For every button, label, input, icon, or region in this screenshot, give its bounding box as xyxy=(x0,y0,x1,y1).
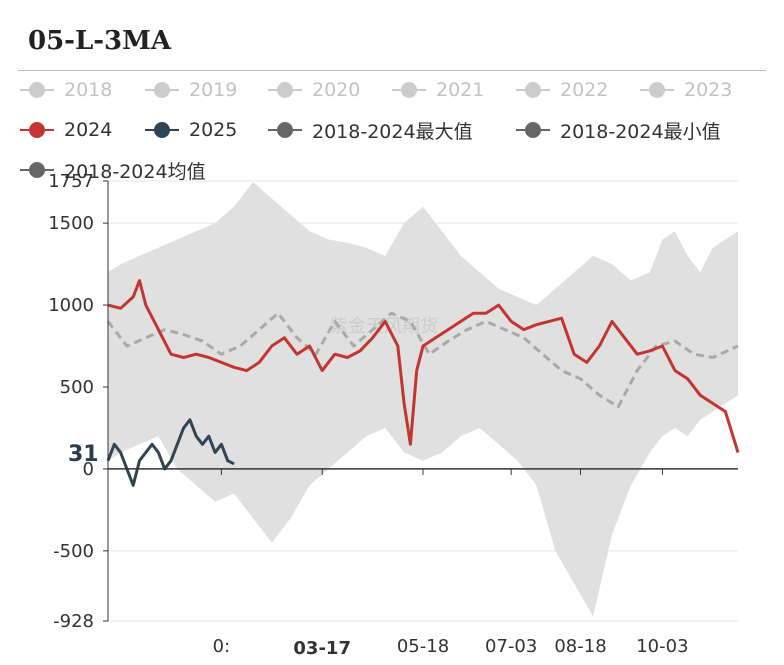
legend-item-2025[interactable]: 2025 xyxy=(143,118,237,142)
legend-item-2020[interactable]: 2020 xyxy=(266,78,360,102)
legend-item-avg[interactable]: 2018-2024均值 xyxy=(18,158,206,183)
series-average-line xyxy=(106,311,739,409)
watermark: 紫金天风期货 xyxy=(330,316,438,337)
legend-item-2023[interactable]: 2023 xyxy=(638,78,732,102)
legend-item-2019[interactable]: 2019 xyxy=(143,78,237,102)
x-tick-label-current: 03-17 xyxy=(293,638,351,659)
chart-title: 05-L-3MA xyxy=(28,26,172,56)
legend-item-2022[interactable]: 2022 xyxy=(514,78,608,102)
current-value-label: 31 xyxy=(68,442,99,467)
y-tick-label-5: 1500 xyxy=(48,213,94,234)
legend-item-max[interactable]: 2018-2024最大值 xyxy=(266,118,473,143)
series-lines xyxy=(106,279,740,487)
y-tick-label-4: 1000 xyxy=(48,295,94,316)
x-tick-label-4: 08-18 xyxy=(554,636,606,657)
y-tick-label-2: 0 xyxy=(83,459,94,480)
legend-item-2021[interactable]: 2021 xyxy=(390,78,484,102)
x-tick-label-2: 05-18 xyxy=(397,636,449,657)
y-tick-label-0: -928 xyxy=(53,611,94,632)
legend-item-2024[interactable]: 2024 xyxy=(18,118,112,142)
y-tick-label-6: 1757 xyxy=(48,171,94,192)
min-max-band xyxy=(108,182,738,617)
y-axis-ticks: -928 -500 0 500 1000 1500 1757 xyxy=(48,171,108,632)
legend-item-2018[interactable]: 2018 xyxy=(18,78,112,102)
y-tick-label-1: -500 xyxy=(53,541,94,562)
x-tick-label-0: 0: xyxy=(213,636,231,657)
title-divider xyxy=(18,70,766,71)
y-tick-label-3: 500 xyxy=(60,377,94,398)
band-area xyxy=(108,182,738,617)
series-2025-line xyxy=(106,418,235,487)
x-axis-ticks: 0: 03-17 05-18 07-03 08-18 10-03 xyxy=(213,468,689,659)
x-tick-label-5: 10-03 xyxy=(636,636,688,657)
x-tick-label-3: 07-03 xyxy=(485,636,537,657)
series-2024-line xyxy=(107,279,740,453)
legend-item-min[interactable]: 2018-2024最小值 xyxy=(514,118,721,143)
